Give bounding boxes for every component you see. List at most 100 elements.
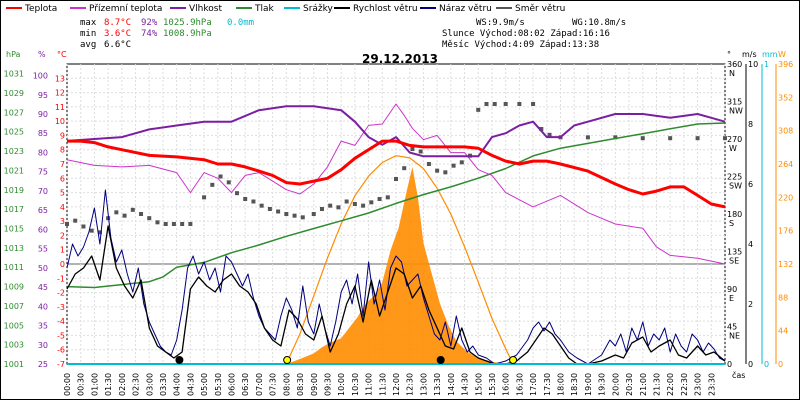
axis-title-time: čas: [732, 370, 745, 380]
tick-pct: 60: [38, 225, 48, 234]
tick-deg: 0: [727, 360, 732, 369]
tick-deg: 270: [727, 135, 742, 144]
tick-ms: 0: [748, 360, 753, 369]
direction-point: [531, 102, 536, 106]
tick-c: -4: [57, 317, 65, 326]
tick-hpa: 1031: [4, 70, 24, 79]
series-prizemni-teplota: [66, 103, 726, 265]
legend-label-rychlost: Rychlost větru: [353, 4, 418, 14]
direction-point: [492, 102, 497, 106]
tick-time: 16:30: [515, 373, 524, 396]
stats-min-hum: 74%: [141, 29, 158, 39]
tick-time: 10:30: [351, 373, 360, 396]
tick-c: -5: [57, 331, 65, 340]
legend-label-srazky: Srážky: [303, 4, 334, 14]
legend-item-naraz: Náraz větru: [420, 4, 492, 14]
direction-point: [218, 174, 223, 179]
tick-c: 9: [60, 131, 65, 140]
stats-min-temp: 3.6°C: [104, 29, 131, 39]
legend-item-srazky: Srážky: [284, 4, 334, 14]
stats-max-label: max: [80, 18, 97, 28]
direction-point: [451, 163, 456, 168]
tick-time: 15:30: [488, 373, 497, 396]
tick-time: 04:30: [186, 373, 195, 396]
legend-label-vlhkost: Vlhkost: [189, 4, 222, 14]
tick-pct: 100: [33, 72, 48, 81]
direction-point: [385, 195, 390, 200]
tick-c: 5: [60, 189, 65, 198]
tick-pct: 45: [38, 283, 48, 292]
tick-time: 21:00: [639, 373, 648, 396]
tick-c: 4: [60, 203, 65, 212]
series-slunecni-zareni: [286, 167, 506, 364]
legend-item-smer: Směr větru: [496, 4, 565, 14]
direction-point: [435, 168, 440, 173]
tick-w: 132: [778, 260, 793, 269]
tick-deg: 225: [727, 173, 742, 182]
tick-c: 7: [60, 160, 65, 169]
direction-point: [394, 177, 398, 181]
tick-time: 03:00: [145, 373, 154, 396]
tick-ms: 10: [748, 60, 758, 69]
tick-pct: 30: [38, 341, 48, 350]
tick-time: 02:00: [118, 373, 127, 396]
axis-title-w: W: [778, 50, 786, 59]
direction-point: [73, 218, 78, 223]
direction-point: [344, 199, 349, 204]
marker-moonset: [436, 356, 445, 364]
direction-point: [276, 209, 281, 214]
direction-point: [418, 149, 423, 154]
series-vlhkost: [66, 105, 726, 158]
direction-point: [336, 205, 341, 210]
tick-c: 10: [55, 117, 65, 126]
legend-item-teplota: Teplota: [6, 4, 57, 14]
tick-time: 10:00: [337, 373, 346, 396]
tick-dir: E: [729, 294, 734, 303]
direction-point: [369, 200, 374, 205]
tick-dir: NW: [729, 107, 743, 116]
tick-time: 08:30: [296, 373, 305, 396]
legend-label-prizemni: Přízemní teplota: [89, 4, 162, 14]
tick-time: 07:30: [269, 373, 278, 396]
direction-point: [284, 212, 289, 216]
tick-time: 06:00: [228, 373, 237, 396]
legend-item-rychlost: Rychlost větru: [334, 4, 418, 14]
tick-c: 12: [55, 89, 65, 98]
stats-min-label: min: [80, 29, 96, 39]
legend-item-prizemni: Přízemní teplota: [70, 4, 162, 14]
direction-point: [459, 160, 464, 165]
tick-time: 13:30: [433, 373, 442, 396]
direction-point: [402, 166, 407, 171]
tick-time: 05:00: [200, 373, 209, 396]
axis-titles: hPa % °C ° m/s mm W čas: [6, 50, 786, 380]
tick-pct: 55: [38, 245, 48, 254]
tick-hpa: 1011: [4, 263, 24, 272]
tick-w: 176: [778, 227, 793, 236]
tick-time: 17:30: [543, 373, 552, 396]
tick-time: 04:00: [173, 373, 182, 396]
grid: [66, 63, 726, 365]
tick-time: 15:00: [474, 373, 483, 396]
marker-layer: [175, 356, 518, 364]
series-layer: [65, 102, 727, 365]
tick-c: 0: [60, 260, 65, 269]
legend: Teplota Přízemní teplota Vlhkost Tlak Sr…: [6, 4, 565, 14]
direction-point: [180, 222, 185, 226]
tick-pct: 75: [38, 168, 48, 177]
tick-time: 23:00: [694, 373, 703, 396]
series-smer-vetru: [65, 102, 727, 235]
axis-title-mm: mm: [762, 50, 778, 59]
stats-min-press: 1008.9hPa: [163, 29, 212, 39]
tick-dir: NE: [729, 332, 740, 341]
direction-point: [613, 135, 618, 140]
tick-time: 19:30: [598, 373, 607, 396]
direction-point: [243, 197, 248, 201]
tick-c: 8: [60, 146, 65, 155]
tick-w: 396: [778, 60, 793, 69]
axis-title-ms: m/s: [742, 50, 757, 59]
direction-point: [640, 136, 645, 141]
direction-point: [503, 102, 508, 106]
series-tlak: [66, 122, 726, 289]
tick-c: -6: [57, 346, 65, 355]
